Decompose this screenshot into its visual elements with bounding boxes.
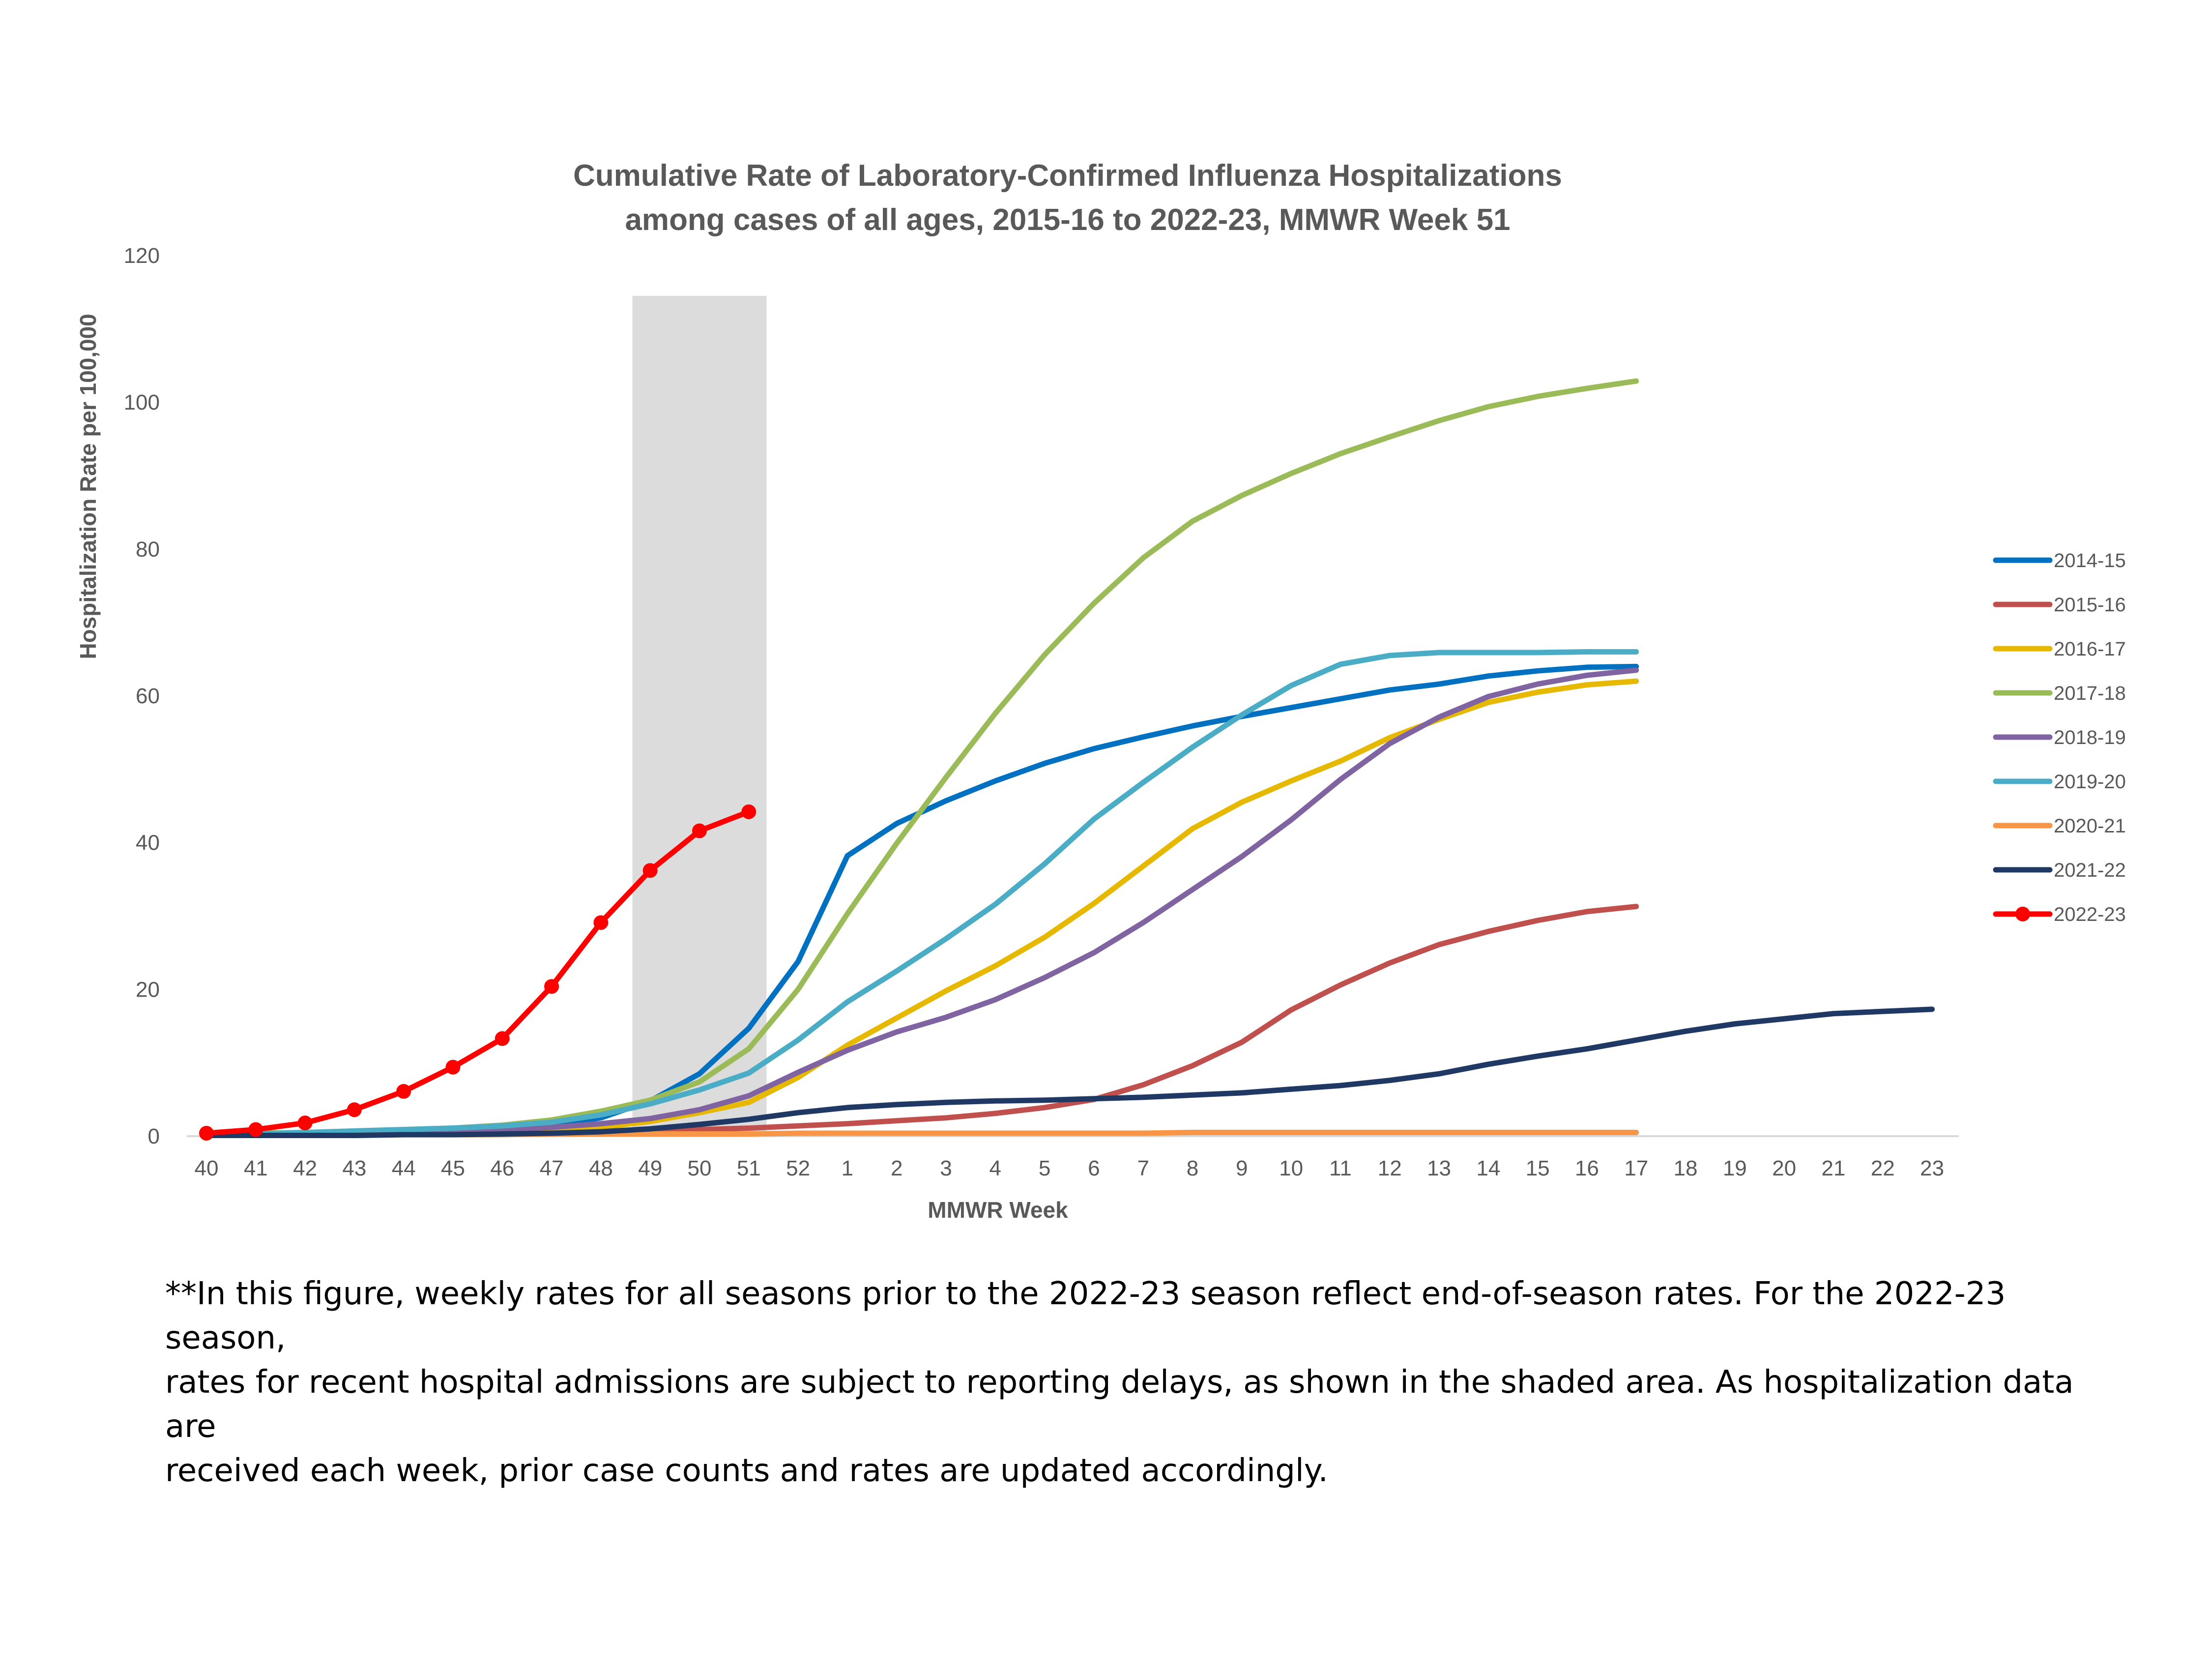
y-tick-label: 40 [136, 831, 160, 855]
x-tick-label: 20 [1772, 1156, 1796, 1180]
x-tick-label: 13 [1427, 1156, 1451, 1180]
data-point [248, 1122, 263, 1137]
data-point [445, 1060, 461, 1075]
series-2019-20 [204, 649, 1639, 1138]
x-tick-label: 6 [1088, 1156, 1100, 1180]
y-tick-label: 80 [136, 537, 160, 561]
x-tick-label: 2 [891, 1156, 902, 1180]
x-tick-label: 45 [441, 1156, 465, 1180]
series-2014-15 [204, 663, 1639, 1138]
data-point [199, 1126, 214, 1141]
legend-label: 2017-18 [2054, 683, 2126, 704]
y-axis-title: Hospitalization Rate per 100,000 [75, 314, 101, 659]
chart-title: Cumulative Rate of Laboratory-Confirmed … [573, 159, 1562, 193]
legend-item: 2018-19 [1993, 727, 2126, 748]
data-point [544, 979, 559, 994]
x-tick-label: 17 [1624, 1156, 1648, 1180]
legend-label: 2016-17 [2054, 638, 2126, 660]
footnote: **In this figure, weekly rates for all s… [165, 1272, 2082, 1493]
legend-item: 2022-23 [1993, 904, 2126, 925]
legend-label: 2019-20 [2054, 771, 2126, 793]
series-line [204, 378, 1639, 1137]
data-point [642, 863, 658, 878]
series-line [204, 678, 1639, 1138]
footnote-line: rates for recent hospital admissions are… [165, 1364, 2074, 1445]
x-tick-label: 15 [1526, 1156, 1550, 1180]
legend-item: 2015-16 [1993, 594, 2126, 616]
data-point [593, 915, 609, 930]
x-tick-label: 40 [195, 1156, 219, 1180]
legend-item: 2017-18 [1993, 683, 2126, 704]
data-point [347, 1102, 362, 1117]
data-point [396, 1084, 411, 1099]
data-point [741, 804, 757, 819]
series-2018-19 [204, 667, 1639, 1138]
series-line [204, 649, 1639, 1138]
x-tick-label: 9 [1236, 1156, 1248, 1180]
legend-label: 2020-21 [2054, 815, 2126, 837]
data-point [297, 1116, 313, 1131]
x-tick-label: 21 [1821, 1156, 1845, 1180]
x-tick-label: 4 [990, 1156, 1001, 1180]
x-tick-label: 7 [1137, 1156, 1149, 1180]
series-2021-22 [204, 1006, 1935, 1138]
x-tick-label: 16 [1575, 1156, 1599, 1180]
y-tick-label: 20 [136, 977, 160, 1002]
legend-label: 2021-22 [2054, 859, 2126, 881]
x-tick-label: 47 [540, 1156, 564, 1180]
shaded-reporting-delay-region [632, 296, 767, 1136]
x-tick-label: 10 [1279, 1156, 1303, 1180]
series-2016-17 [204, 678, 1639, 1138]
data-point [495, 1031, 510, 1046]
series-2022-23 [199, 804, 757, 1141]
x-tick-label: 43 [342, 1156, 366, 1180]
series-line [204, 1006, 1935, 1138]
y-tick-label: 0 [148, 1124, 160, 1148]
x-axis-title: MMWR Week [928, 1197, 1068, 1223]
series-line [204, 809, 752, 1136]
x-tick-label: 5 [1039, 1156, 1050, 1180]
x-tick-label: 52 [786, 1156, 810, 1180]
x-tick-label: 46 [490, 1156, 514, 1180]
series-line [204, 667, 1639, 1138]
series-2017-18 [204, 378, 1639, 1137]
x-tick-label: 18 [1674, 1156, 1698, 1180]
x-tick-label: 49 [638, 1156, 662, 1180]
legend-marker [2015, 907, 2030, 921]
x-tick-label: 50 [688, 1156, 712, 1180]
legend-label: 2018-19 [2054, 727, 2126, 748]
legend-label: 2022-23 [2054, 904, 2126, 925]
legend-item: 2014-15 [1993, 550, 2126, 572]
legend-item: 2020-21 [1993, 815, 2126, 837]
x-tick-label: 1 [842, 1156, 853, 1180]
chart-subtitle: among cases of all ages, 2015-16 to 2022… [625, 203, 1510, 237]
footnote-line: **In this figure, weekly rates for all s… [165, 1276, 2006, 1356]
x-tick-label: 8 [1187, 1156, 1198, 1180]
legend-item: 2021-22 [1993, 859, 2126, 881]
legend-label: 2015-16 [2054, 594, 2126, 616]
x-tick-label: 44 [392, 1156, 416, 1180]
series-line [204, 663, 1639, 1138]
x-tick-label: 12 [1378, 1156, 1402, 1180]
x-tick-label: 22 [1871, 1156, 1895, 1180]
y-tick-label: 120 [124, 244, 160, 268]
x-tick-label: 41 [244, 1156, 268, 1180]
x-tick-label: 14 [1476, 1156, 1500, 1180]
legend-label: 2014-15 [2054, 550, 2126, 572]
data-point [692, 823, 707, 838]
footnote-line: received each week, prior case counts an… [165, 1453, 1328, 1489]
y-tick-label: 60 [136, 684, 160, 708]
y-tick-label: 100 [124, 391, 160, 415]
x-tick-label: 3 [940, 1156, 952, 1180]
x-tick-label: 51 [737, 1156, 761, 1180]
x-tick-label: 11 [1329, 1156, 1352, 1180]
legend-item: 2016-17 [1993, 638, 2126, 660]
x-tick-label: 48 [589, 1156, 613, 1180]
x-tick-label: 19 [1723, 1156, 1747, 1180]
x-tick-label: 42 [293, 1156, 317, 1180]
legend-item: 2019-20 [1993, 771, 2126, 793]
x-tick-label: 23 [1920, 1156, 1944, 1180]
